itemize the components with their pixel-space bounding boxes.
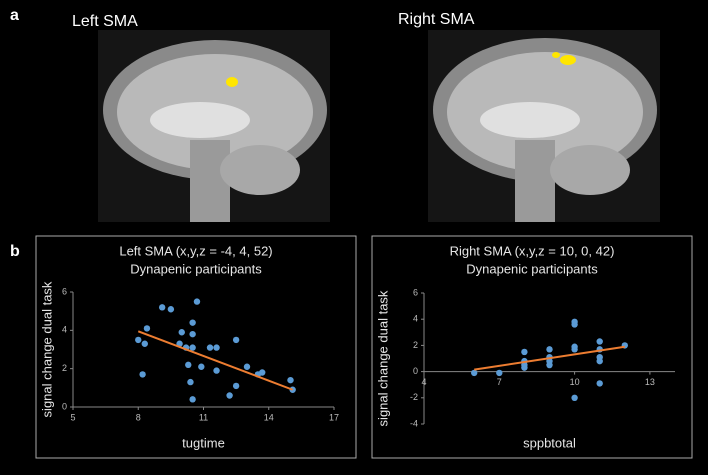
panel-label: a — [10, 7, 19, 24]
data-point — [198, 363, 205, 370]
data-point — [189, 396, 196, 403]
data-point — [596, 338, 603, 345]
chart-frame — [35, 235, 357, 459]
data-point — [158, 304, 166, 311]
data-point — [189, 344, 196, 351]
data-point — [178, 329, 185, 336]
data-point — [571, 394, 578, 401]
data-point — [213, 367, 220, 374]
data-point — [135, 336, 142, 344]
x-tick-label: 10 — [570, 377, 580, 387]
x-tick-label: 7 — [497, 377, 502, 387]
chart-title: Left SMA (x,y,z = -4, 4, 52) — [119, 243, 272, 258]
data-point — [571, 346, 578, 353]
data-point — [185, 361, 192, 369]
x-tick-label: 13 — [645, 377, 655, 387]
trend-line — [137, 330, 294, 391]
y-tick-label: 6 — [62, 286, 67, 296]
data-point — [496, 369, 503, 377]
data-point — [596, 380, 603, 387]
data-point — [243, 363, 251, 370]
data-point — [232, 382, 240, 390]
y-tick-label: 2 — [62, 363, 67, 373]
chart-title: Right SMA (x,y,z = 10, 0, 42) — [450, 243, 615, 258]
chart-subtitle: Dynapenic participants — [466, 261, 598, 276]
x-axis-label: tugtime — [182, 435, 225, 450]
y-tick-label: 6 — [413, 287, 418, 297]
y-tick-label: 2 — [413, 340, 418, 350]
chart-subtitle: Dynapenic participants — [130, 261, 262, 276]
x-tick-label: 11 — [199, 412, 208, 422]
data-point — [521, 364, 528, 371]
data-point — [206, 344, 214, 351]
x-tick-label: 8 — [136, 412, 141, 422]
data-point — [187, 378, 194, 386]
x-tick-label: 14 — [264, 412, 274, 422]
y-tick-label: -4 — [410, 418, 418, 428]
data-point — [143, 325, 151, 332]
image-label: Left SMA — [72, 13, 138, 30]
y-axis-label: signal change dual task — [39, 281, 54, 417]
x-axis-label: sppbtotal — [523, 435, 576, 450]
data-point — [471, 369, 478, 377]
data-point — [259, 369, 266, 376]
y-tick-label: 4 — [413, 314, 418, 324]
x-tick-label: 5 — [70, 412, 75, 422]
y-tick-label: 0 — [413, 366, 418, 376]
data-point — [213, 344, 220, 351]
data-point — [546, 361, 553, 369]
data-point — [596, 357, 603, 365]
x-tick-label: 17 — [329, 412, 339, 422]
data-point — [226, 392, 233, 399]
data-point — [232, 336, 240, 344]
x-tick-label: 4 — [421, 377, 426, 387]
data-point — [189, 330, 196, 338]
chart-frame — [371, 235, 693, 459]
brain-image: Left SMA — [72, 13, 330, 222]
data-point — [287, 376, 294, 384]
data-point — [571, 321, 578, 328]
data-point — [139, 371, 146, 378]
data-point — [546, 346, 553, 353]
brain-image: Right SMA — [398, 11, 660, 222]
y-tick-label: 4 — [62, 325, 67, 335]
y-axis-label: signal change dual task — [375, 290, 390, 426]
panel-label: b — [10, 243, 20, 260]
trend-line — [474, 345, 625, 371]
data-point — [167, 306, 175, 313]
data-point — [141, 340, 148, 347]
y-tick-label: 0 — [62, 401, 67, 411]
data-point — [193, 298, 201, 305]
data-point — [189, 319, 196, 326]
y-tick-label: -2 — [410, 392, 418, 402]
image-label: Right SMA — [398, 11, 475, 28]
data-point — [521, 348, 528, 356]
